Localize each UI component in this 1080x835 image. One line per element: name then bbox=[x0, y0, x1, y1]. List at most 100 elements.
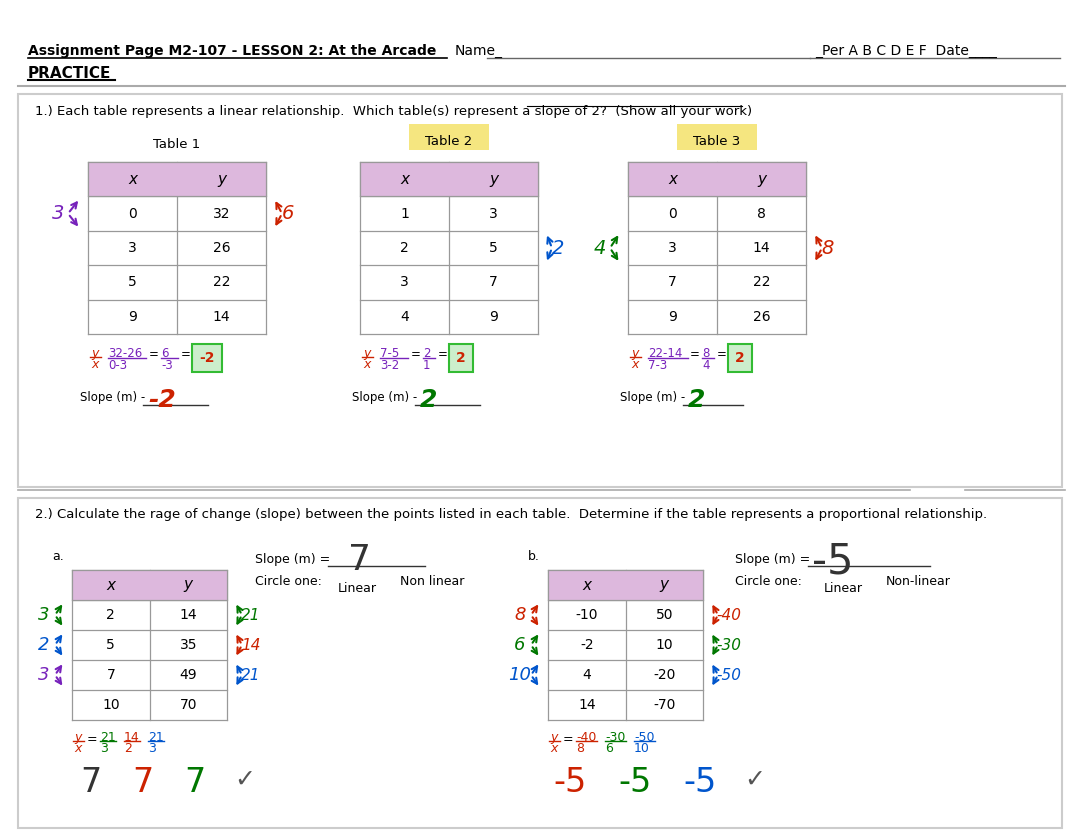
Text: 26: 26 bbox=[753, 310, 770, 324]
Text: 2: 2 bbox=[552, 239, 564, 257]
Text: 14: 14 bbox=[578, 698, 595, 712]
Text: -40: -40 bbox=[716, 608, 742, 623]
Text: -3: -3 bbox=[161, 359, 173, 372]
Text: 21: 21 bbox=[100, 731, 116, 744]
Text: Linear: Linear bbox=[337, 581, 377, 595]
Text: 3: 3 bbox=[400, 276, 409, 290]
Text: 7: 7 bbox=[106, 668, 116, 682]
Text: 2: 2 bbox=[106, 608, 116, 622]
Text: y: y bbox=[184, 578, 192, 593]
Text: 49: 49 bbox=[179, 668, 197, 682]
Text: =: = bbox=[563, 733, 573, 746]
Bar bbox=[409, 124, 489, 150]
Text: Slope (m) =: Slope (m) = bbox=[735, 553, 810, 566]
Text: 14: 14 bbox=[179, 608, 197, 622]
Text: 8: 8 bbox=[822, 239, 834, 257]
Text: -2: -2 bbox=[580, 638, 594, 652]
Text: Table 3: Table 3 bbox=[693, 135, 741, 148]
Text: 4: 4 bbox=[594, 239, 606, 257]
Text: 7-5: 7-5 bbox=[380, 347, 400, 360]
Bar bbox=[18, 498, 1062, 828]
Text: x: x bbox=[550, 742, 557, 755]
Text: -50: -50 bbox=[716, 667, 742, 682]
Text: 0: 0 bbox=[129, 206, 137, 220]
Bar bbox=[449, 344, 473, 372]
Text: 14: 14 bbox=[241, 637, 260, 652]
Text: 10: 10 bbox=[102, 698, 120, 712]
Text: 2: 2 bbox=[423, 347, 431, 360]
Text: 6: 6 bbox=[161, 347, 168, 360]
Text: Circle one:: Circle one: bbox=[735, 575, 801, 588]
Text: 35: 35 bbox=[179, 638, 197, 652]
Text: 3: 3 bbox=[489, 206, 498, 220]
Text: b.: b. bbox=[528, 550, 540, 563]
Text: 7-3: 7-3 bbox=[648, 359, 667, 372]
Text: -30: -30 bbox=[716, 637, 742, 652]
Bar bbox=[360, 162, 538, 196]
Text: x: x bbox=[129, 172, 137, 187]
Bar bbox=[548, 570, 703, 600]
Text: 5: 5 bbox=[106, 638, 116, 652]
Text: Slope (m) -: Slope (m) - bbox=[620, 391, 685, 404]
Text: 0-3: 0-3 bbox=[108, 359, 127, 372]
Text: =: = bbox=[690, 348, 700, 361]
Text: 3: 3 bbox=[129, 241, 137, 255]
Text: Slope (m) -: Slope (m) - bbox=[80, 391, 145, 404]
Text: 9: 9 bbox=[489, 310, 498, 324]
Text: y: y bbox=[217, 172, 226, 187]
Text: 9: 9 bbox=[129, 310, 137, 324]
Text: Non linear: Non linear bbox=[400, 575, 464, 588]
Text: 7: 7 bbox=[348, 543, 372, 577]
Text: =: = bbox=[181, 348, 191, 361]
Text: 8: 8 bbox=[576, 742, 584, 755]
Text: Assignment Page M2-107 - LESSON 2: At the Arcade: Assignment Page M2-107 - LESSON 2: At th… bbox=[28, 44, 436, 58]
Bar bbox=[18, 94, 1062, 487]
Text: -5: -5 bbox=[553, 766, 586, 799]
Text: Linear: Linear bbox=[824, 581, 863, 595]
Text: -50: -50 bbox=[634, 731, 654, 744]
Text: 3: 3 bbox=[52, 204, 64, 223]
Text: y: y bbox=[757, 172, 766, 187]
Text: -40: -40 bbox=[576, 731, 596, 744]
Text: 6: 6 bbox=[514, 636, 526, 654]
Bar bbox=[540, 758, 760, 810]
Text: 14: 14 bbox=[213, 310, 230, 324]
Text: -30: -30 bbox=[605, 731, 625, 744]
Text: 4: 4 bbox=[702, 359, 710, 372]
Text: 1.) Each table represents a linear relationship.  Which table(s) represent a slo: 1.) Each table represents a linear relat… bbox=[35, 105, 752, 118]
Text: 32-26: 32-26 bbox=[108, 347, 143, 360]
Text: x: x bbox=[91, 358, 98, 371]
Text: 2: 2 bbox=[688, 388, 705, 412]
Text: 2: 2 bbox=[420, 388, 437, 412]
Bar bbox=[728, 344, 752, 372]
Text: 14: 14 bbox=[753, 241, 770, 255]
Text: 5: 5 bbox=[489, 241, 498, 255]
Text: PRACTICE: PRACTICE bbox=[28, 66, 111, 81]
Text: 3-2: 3-2 bbox=[380, 359, 400, 372]
Text: -20: -20 bbox=[653, 668, 675, 682]
Text: 3: 3 bbox=[100, 742, 108, 755]
Bar bbox=[677, 124, 757, 150]
Text: 2.) Calculate the rage of change (slope) between the points listed in each table: 2.) Calculate the rage of change (slope)… bbox=[35, 508, 987, 521]
Text: Slope (m) -: Slope (m) - bbox=[352, 391, 417, 404]
Text: 6: 6 bbox=[282, 204, 294, 223]
Text: 8: 8 bbox=[514, 606, 526, 624]
Text: 7: 7 bbox=[489, 276, 498, 290]
Text: 8: 8 bbox=[757, 206, 766, 220]
Text: -5: -5 bbox=[683, 766, 716, 799]
Text: ✓: ✓ bbox=[744, 768, 765, 792]
Text: -70: -70 bbox=[653, 698, 675, 712]
Text: x: x bbox=[631, 358, 638, 371]
Text: 6: 6 bbox=[605, 742, 612, 755]
Text: =: = bbox=[717, 348, 727, 361]
Text: a.: a. bbox=[52, 550, 64, 563]
Bar bbox=[72, 570, 227, 600]
Text: y: y bbox=[550, 731, 557, 744]
Text: 9: 9 bbox=[669, 310, 677, 324]
Text: 3: 3 bbox=[669, 241, 677, 255]
Text: 26: 26 bbox=[213, 241, 230, 255]
Text: y: y bbox=[363, 347, 370, 360]
Text: -2: -2 bbox=[148, 388, 176, 412]
Text: 3: 3 bbox=[38, 666, 50, 684]
Text: =: = bbox=[438, 348, 448, 361]
